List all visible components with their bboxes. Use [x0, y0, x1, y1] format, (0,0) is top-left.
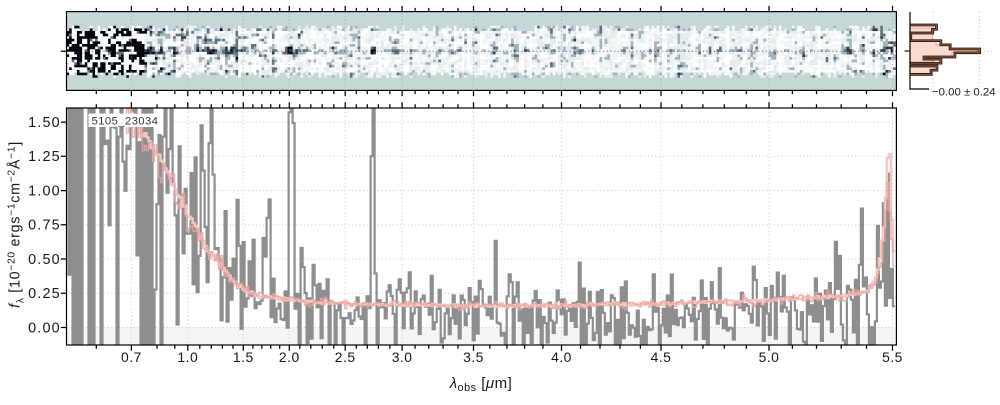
svg-text:1.0: 1.0 [177, 349, 198, 365]
svg-text:3.0: 3.0 [392, 349, 413, 365]
svg-text:4.5: 4.5 [651, 349, 672, 365]
svg-text:λobs [μm]: λobs [μm] [449, 375, 513, 394]
svg-text:1.50: 1.50 [28, 115, 61, 131]
svg-text:5105_23034: 5105_23034 [92, 116, 159, 128]
svg-text:3.5: 3.5 [463, 349, 484, 365]
svg-text:1.5: 1.5 [233, 349, 254, 365]
svg-text:2.0: 2.0 [279, 349, 300, 365]
svg-text:0.75: 0.75 [28, 218, 61, 234]
svg-text:0.50: 0.50 [28, 252, 61, 268]
svg-text:−0.00 ± 0.24: −0.00 ± 0.24 [932, 87, 996, 99]
svg-text:2.5: 2.5 [335, 349, 356, 365]
svg-text:5.5: 5.5 [882, 349, 903, 365]
svg-text:0.25: 0.25 [28, 286, 61, 302]
svg-text:0.7: 0.7 [121, 349, 142, 365]
svg-text:1.25: 1.25 [28, 149, 61, 165]
svg-text:5.0: 5.0 [759, 349, 780, 365]
svg-text:4.0: 4.0 [551, 349, 572, 365]
svg-text:fλ [10−20 ergs−1cm−2Å−1]: fλ [10−20 ergs−1cm−2Å−1] [6, 141, 26, 308]
svg-text:1.00: 1.00 [28, 184, 61, 200]
svg-text:0.00: 0.00 [28, 320, 61, 336]
